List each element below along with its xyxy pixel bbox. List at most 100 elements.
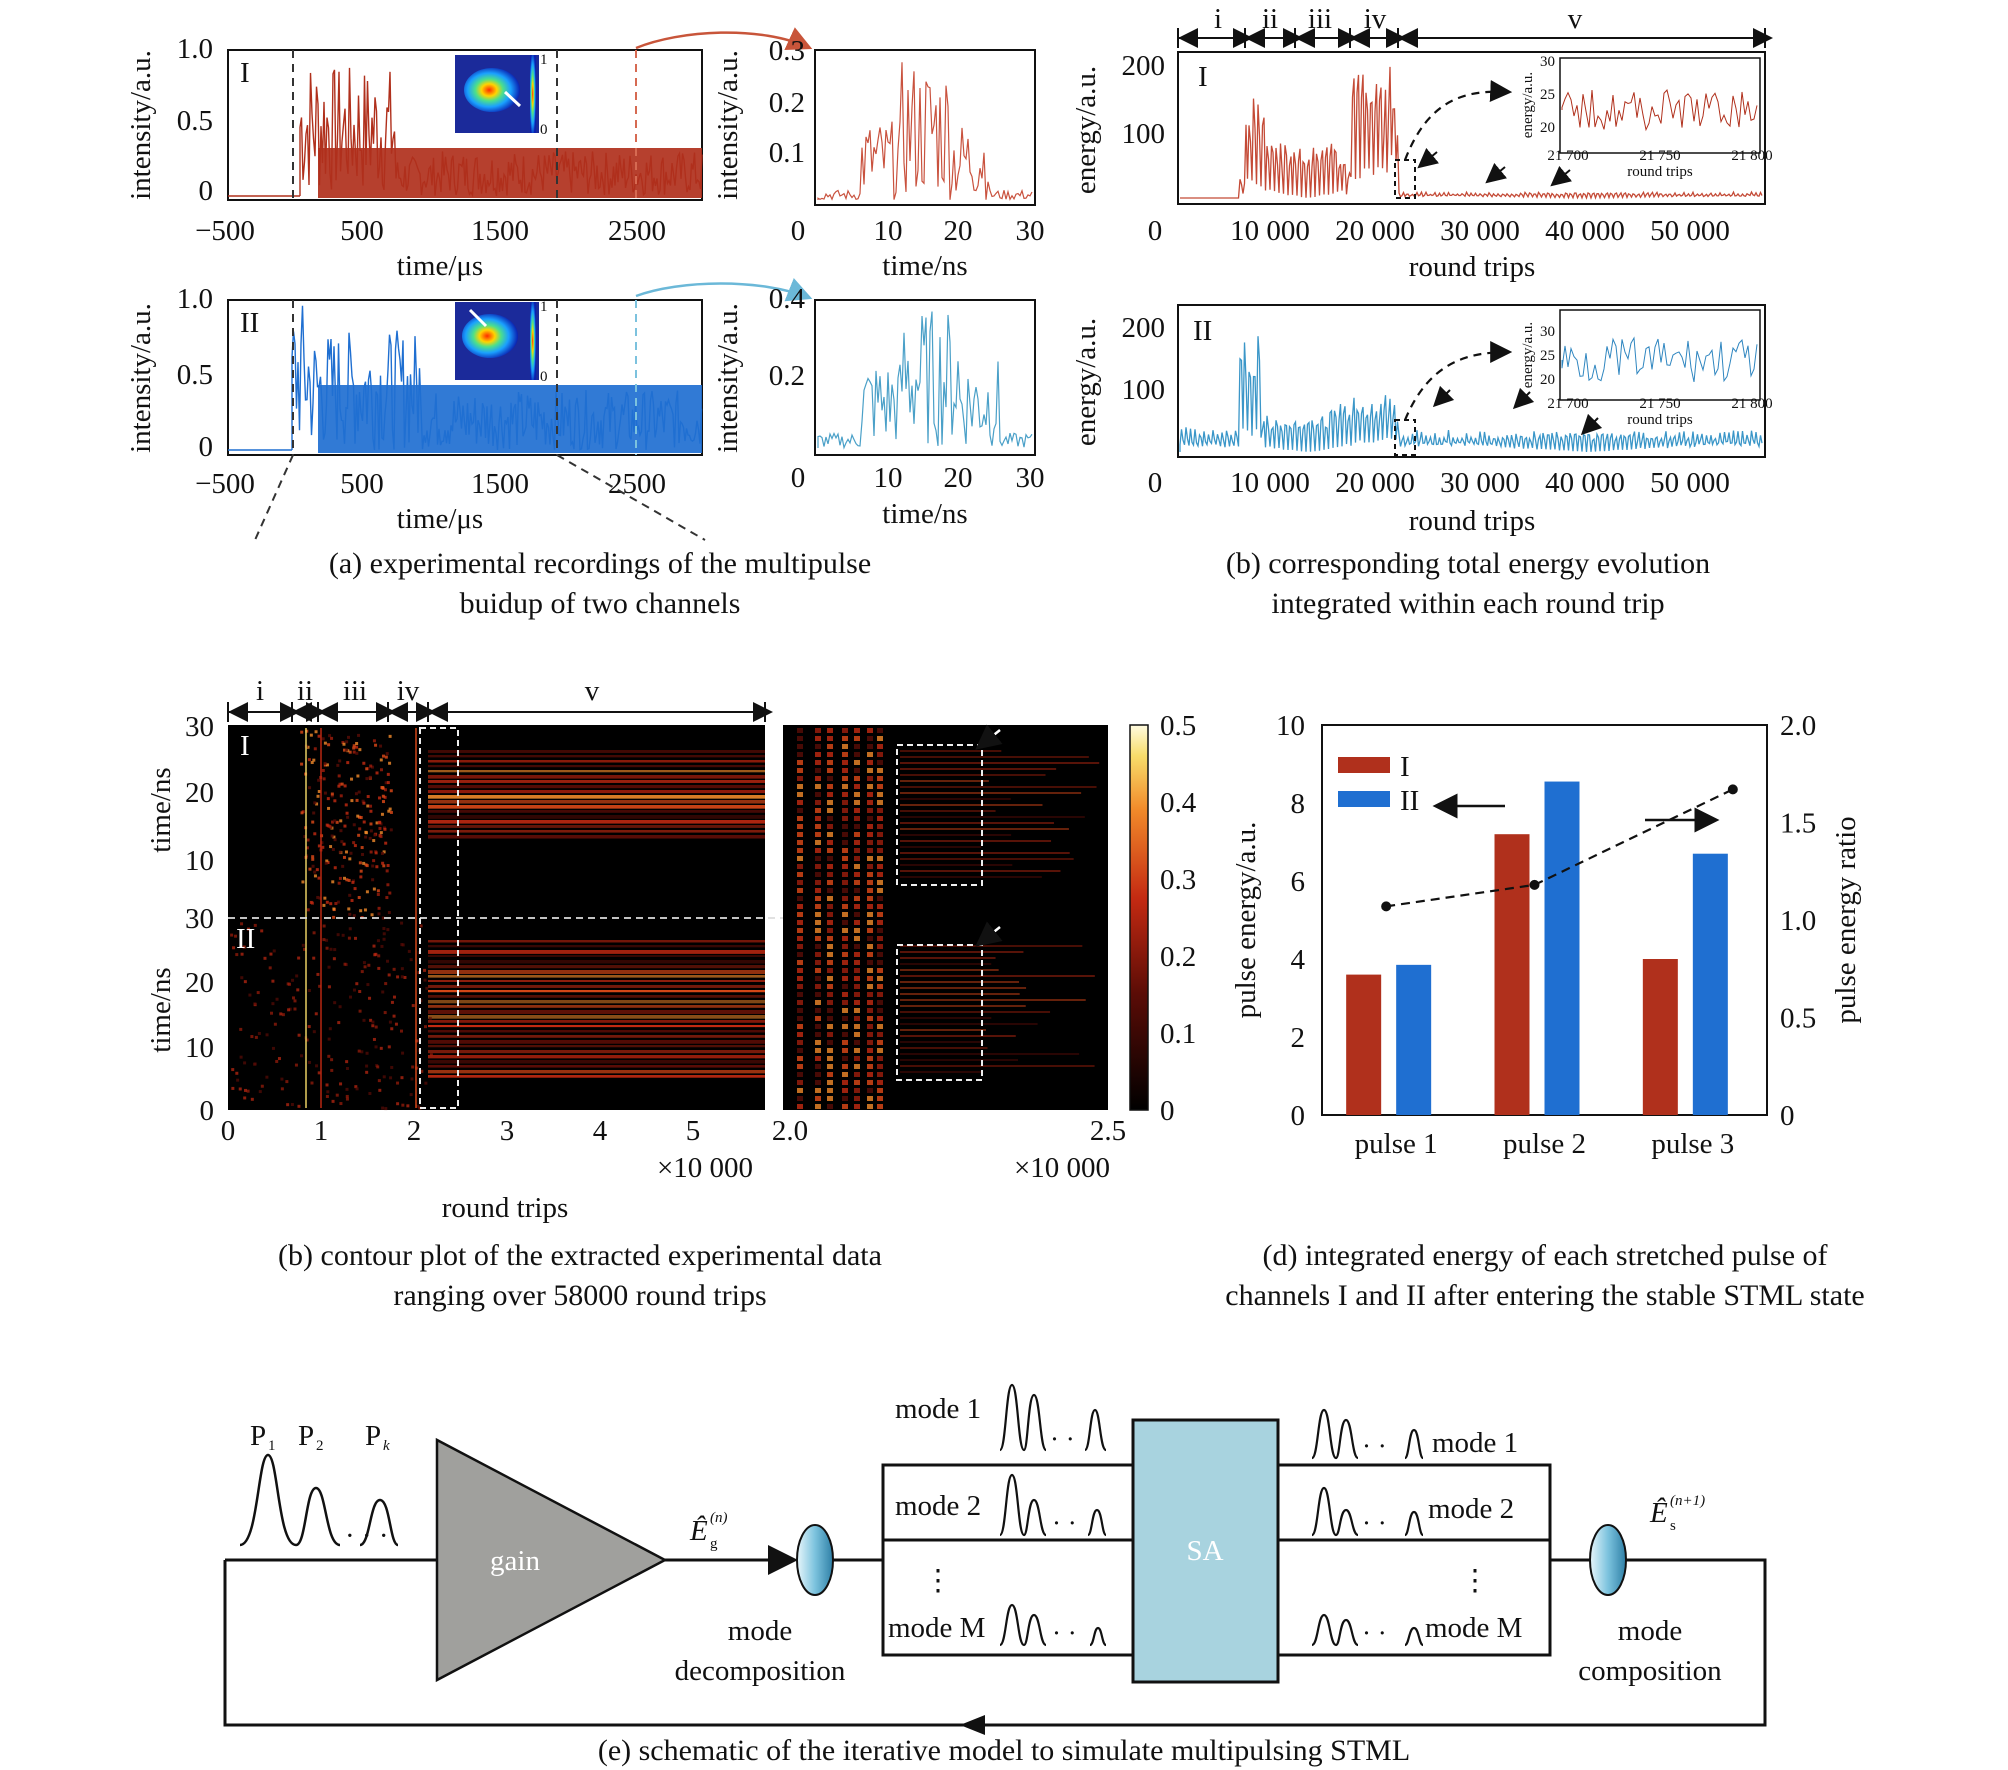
contour-speckle — [337, 784, 341, 788]
contour-streak — [827, 880, 833, 885]
contour-streak — [854, 1048, 860, 1053]
contour-speckle — [387, 973, 391, 977]
bars — [1346, 781, 1728, 1115]
contour-speckle — [239, 1027, 243, 1031]
contour-band — [428, 980, 765, 983]
contour-streak — [797, 968, 803, 973]
contour-speckle — [379, 744, 383, 748]
contour-band — [900, 798, 1011, 800]
es-sub: s — [1670, 1518, 1676, 1534]
contour-speckle — [354, 792, 358, 796]
contour-streak — [877, 744, 883, 749]
contour-band — [900, 834, 1012, 836]
contour-streak — [854, 936, 860, 941]
contour-speckle — [369, 822, 373, 826]
contour-speckle — [369, 850, 373, 854]
contour-speckle — [362, 801, 366, 805]
contour-streak — [877, 904, 883, 909]
contour-speckle — [333, 1001, 337, 1005]
contour-streak — [867, 760, 873, 765]
inset-x-tick: 21 800 — [1731, 148, 1772, 164]
contour-streak — [815, 1096, 821, 1101]
contour-band — [428, 950, 765, 954]
contour-streak — [815, 976, 821, 981]
contour-speckle — [331, 820, 335, 824]
contour-streak — [815, 1072, 821, 1077]
contour-speckle — [332, 907, 336, 911]
y-tick: 1.0 — [177, 33, 213, 65]
contour-band — [900, 762, 1100, 764]
contour-speckle — [382, 937, 386, 941]
contour-streak — [854, 768, 860, 773]
contour-speckle — [396, 1102, 400, 1106]
contour-streak — [827, 1024, 833, 1029]
caption-b-line1: (b) corresponding total energy evolution — [1226, 547, 1710, 580]
contour-speckle — [392, 1014, 396, 1018]
contour-speckle — [325, 946, 329, 950]
eg-sup: (n) — [710, 1510, 728, 1526]
contour-streak — [827, 1104, 833, 1109]
vertical-ellipsis: ⋮ — [924, 1565, 953, 1597]
y-tick: 100 — [1122, 374, 1166, 406]
contour-streak — [797, 816, 803, 821]
contour-speckle — [364, 835, 368, 839]
y-tick: 0 — [200, 1095, 215, 1127]
contour-streak — [815, 1104, 821, 1109]
contour-band — [428, 1075, 765, 1078]
contour-speckle — [306, 745, 310, 749]
contour-streak — [867, 872, 873, 877]
contour-streak — [867, 896, 873, 901]
contour-speckle — [409, 1093, 413, 1097]
inset-colorbar — [530, 55, 536, 133]
contour-speckle — [349, 851, 353, 855]
contour-speckle — [371, 1024, 375, 1028]
contour-band — [428, 795, 765, 799]
contour-speckle — [385, 752, 389, 756]
mode-label-right: mode 2 — [1428, 1493, 1514, 1525]
contour-speckle — [355, 982, 359, 986]
contour-streak — [877, 1032, 883, 1037]
x-multiplier: ×10 000 — [657, 1152, 753, 1184]
contour-streak — [867, 984, 873, 989]
contour-band — [428, 945, 765, 948]
contour-speckle — [411, 1004, 415, 1008]
contour-streak — [854, 920, 860, 925]
contour-speckle — [232, 946, 236, 950]
contour-streak — [827, 1072, 833, 1077]
contour-streak — [797, 1080, 803, 1085]
contour-speckle — [333, 866, 337, 870]
ellipsis: · · — [1362, 1508, 1387, 1538]
contour-streak — [867, 824, 873, 829]
contour-speckle — [372, 859, 376, 863]
contour-streak — [842, 1056, 848, 1061]
arrow-icon — [1550, 165, 1573, 187]
x-tick: 0 — [1148, 467, 1163, 499]
contour-speckle — [389, 1076, 393, 1080]
contour-speckle — [234, 934, 238, 938]
contour-band — [428, 755, 765, 758]
contour-streak — [842, 1048, 848, 1053]
contour-streak — [854, 736, 860, 741]
stage-label: iv — [397, 675, 420, 707]
contour-streak — [842, 736, 848, 741]
legend: I II — [1338, 751, 1419, 817]
contour-speckle — [335, 1093, 339, 1097]
contour-streak — [827, 1016, 833, 1021]
contour-speckle — [388, 734, 392, 738]
contour-speckle — [339, 1102, 343, 1106]
x-tick: 5 — [686, 1115, 701, 1147]
contour-speckle — [260, 929, 264, 933]
contour-band — [428, 1045, 765, 1048]
contour-band — [900, 1005, 1026, 1007]
contour-band — [428, 760, 765, 763]
contour-band — [428, 835, 765, 839]
contour-streak — [815, 992, 821, 997]
contour-streak — [854, 816, 860, 821]
contour-streak — [797, 792, 803, 797]
contour-speckle — [297, 1033, 301, 1037]
x-tick: 20 — [944, 462, 973, 494]
contour-streak — [797, 808, 803, 813]
y-tick: 0.1 — [769, 137, 805, 169]
contour-speckle — [382, 864, 386, 868]
y-axis-label: pulse energy/a.u. — [1230, 822, 1262, 1019]
